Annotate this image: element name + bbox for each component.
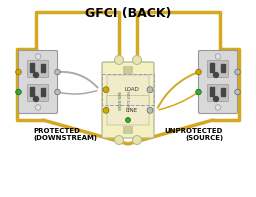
Bar <box>41 64 45 72</box>
Circle shape <box>35 54 41 59</box>
FancyBboxPatch shape <box>27 85 48 101</box>
Text: WHITE WIRE: WHITE WIRE <box>128 91 132 109</box>
Circle shape <box>235 69 240 75</box>
FancyBboxPatch shape <box>18 50 58 113</box>
Circle shape <box>16 69 21 75</box>
Circle shape <box>133 136 142 145</box>
Circle shape <box>35 105 41 110</box>
Circle shape <box>147 87 153 93</box>
FancyBboxPatch shape <box>123 126 133 134</box>
FancyBboxPatch shape <box>208 85 229 101</box>
Text: GFCI (BACK): GFCI (BACK) <box>85 7 171 20</box>
Circle shape <box>133 56 142 64</box>
Bar <box>30 87 34 96</box>
Text: PROTECTED
(DOWNSTREAM): PROTECTED (DOWNSTREAM) <box>33 128 97 141</box>
Circle shape <box>55 89 60 95</box>
Circle shape <box>103 107 109 113</box>
Bar <box>41 88 45 96</box>
Circle shape <box>215 105 221 110</box>
Circle shape <box>16 89 21 95</box>
Bar <box>221 64 225 72</box>
Circle shape <box>34 72 38 77</box>
Bar <box>210 63 214 72</box>
Circle shape <box>34 97 38 101</box>
FancyBboxPatch shape <box>107 96 149 125</box>
FancyBboxPatch shape <box>208 60 229 77</box>
Bar <box>221 88 225 96</box>
Text: LOAD: LOAD <box>125 87 140 92</box>
Circle shape <box>114 136 123 145</box>
Circle shape <box>196 89 201 95</box>
Text: UNPROTECTED
(SOURCE): UNPROTECTED (SOURCE) <box>165 128 223 141</box>
Circle shape <box>114 56 123 64</box>
Bar <box>210 87 214 96</box>
FancyBboxPatch shape <box>123 67 133 73</box>
Circle shape <box>55 69 60 75</box>
Bar <box>30 63 34 72</box>
Circle shape <box>103 87 109 93</box>
Circle shape <box>196 69 201 75</box>
Circle shape <box>215 54 221 59</box>
Text: GREEN WIRE: GREEN WIRE <box>119 90 123 110</box>
Text: LINE: LINE <box>126 108 138 113</box>
FancyBboxPatch shape <box>27 60 48 77</box>
Circle shape <box>214 97 219 101</box>
FancyBboxPatch shape <box>102 62 154 138</box>
FancyBboxPatch shape <box>198 50 238 113</box>
Bar <box>102 74 154 105</box>
Circle shape <box>125 117 131 123</box>
Circle shape <box>147 107 153 113</box>
Circle shape <box>214 72 219 77</box>
FancyBboxPatch shape <box>107 75 149 104</box>
Circle shape <box>235 89 240 95</box>
